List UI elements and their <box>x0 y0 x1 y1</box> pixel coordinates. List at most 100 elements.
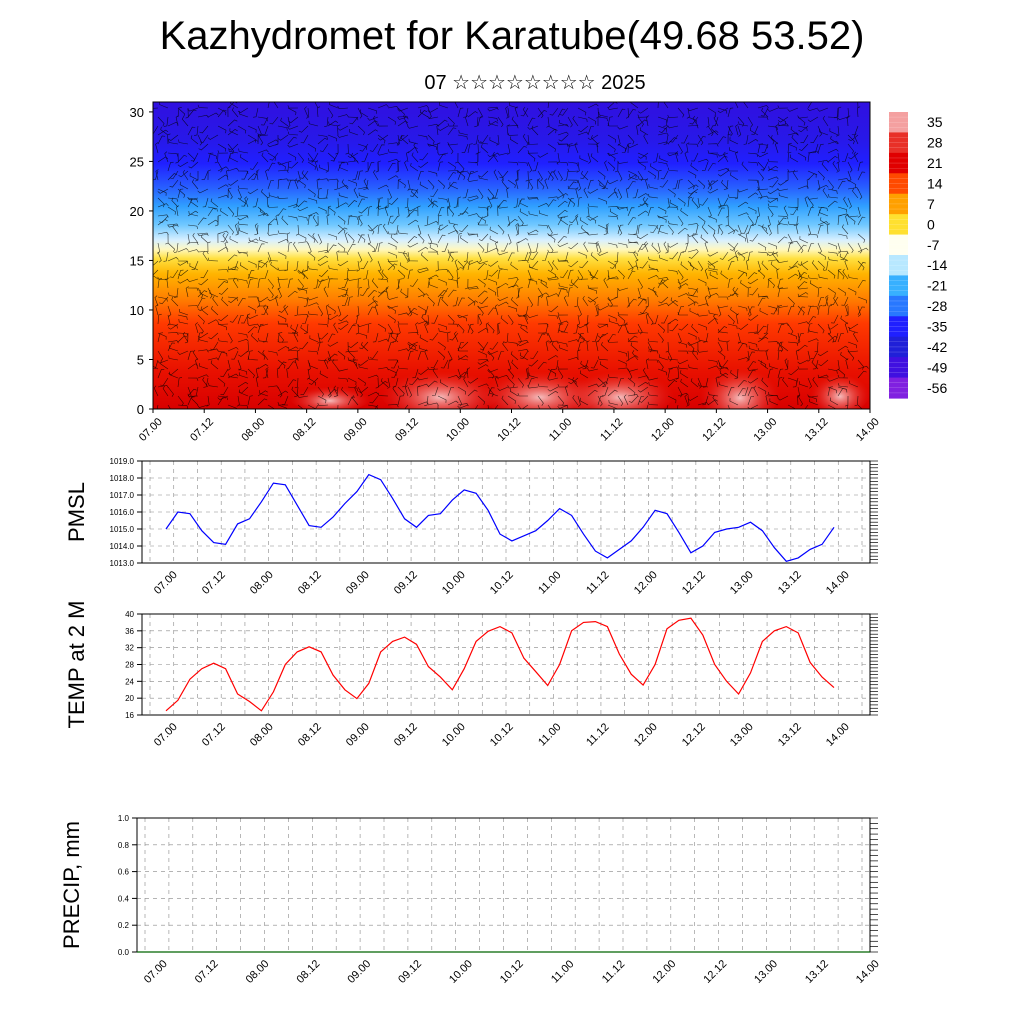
wind-barb <box>721 179 729 190</box>
x-tick-label: 11.00 <box>549 958 576 985</box>
wind-barb <box>580 170 589 179</box>
wind-barb <box>410 188 419 197</box>
wind-barb <box>853 133 859 145</box>
wind-barb <box>407 179 411 191</box>
wind-barb <box>227 404 237 409</box>
wind-barb <box>240 154 249 163</box>
wind-barb <box>734 250 739 262</box>
wind-barb <box>810 350 819 360</box>
x-tick-label: 08.12 <box>296 721 324 749</box>
wind-barb <box>387 260 396 270</box>
wind-barb <box>851 125 859 135</box>
wind-barb <box>797 366 809 370</box>
wind-barb <box>286 367 290 379</box>
wind-barb <box>753 385 759 397</box>
wind-barb <box>777 377 783 388</box>
wind-barb <box>807 316 817 325</box>
wind-barb <box>841 224 849 235</box>
wind-barb <box>167 224 179 228</box>
wind-barb <box>583 241 589 253</box>
wind-barb <box>171 197 179 208</box>
wind-barb <box>447 161 456 170</box>
wind-barb <box>675 151 679 163</box>
wind-barb <box>553 359 559 370</box>
wind-barb <box>267 296 279 302</box>
wind-barb <box>848 274 859 280</box>
wind-barb <box>337 377 348 382</box>
wind-barb <box>587 285 599 289</box>
wind-barb <box>247 134 257 143</box>
wind-barb <box>407 332 419 336</box>
wind-barb <box>487 152 499 158</box>
warm-spots <box>290 362 870 409</box>
wind-barb <box>227 254 238 262</box>
wind-barb <box>254 223 259 235</box>
wind-barb <box>822 115 829 127</box>
x-tick-label: 10.00 <box>440 721 468 749</box>
wind-barb <box>568 260 579 268</box>
wind-barb <box>399 262 409 271</box>
wind-barb <box>437 214 442 226</box>
wind-barb <box>782 377 789 388</box>
wind-barb <box>419 334 429 343</box>
wind-barb <box>488 269 499 277</box>
wind-barb <box>614 161 619 173</box>
wind-barb <box>637 396 645 406</box>
heatmap-x-tick-label: 13.00 <box>751 416 779 444</box>
wind-barb <box>287 242 293 253</box>
wind-barb <box>507 395 516 404</box>
wind-barb <box>519 200 529 208</box>
wind-barb <box>367 107 377 114</box>
heatmap-y-tick-label: 20 <box>130 204 144 219</box>
x-tick-label: 07.00 <box>152 569 180 597</box>
wind-barb <box>438 328 449 334</box>
wind-barb <box>735 151 739 163</box>
wind-barb <box>237 188 242 200</box>
wind-barb <box>288 161 299 169</box>
wind-barb <box>257 323 269 327</box>
wind-barb <box>488 120 499 127</box>
wind-barb <box>497 116 504 128</box>
wind-barb <box>546 116 550 128</box>
wind-barb <box>837 215 842 226</box>
wind-barb <box>701 161 709 171</box>
wind-barb <box>341 386 349 397</box>
wind-barb <box>817 184 829 190</box>
wind-barb <box>658 354 669 361</box>
wind-barb <box>237 250 249 254</box>
wind-barb <box>276 367 281 379</box>
wind-barb <box>489 341 499 350</box>
wind-barb <box>547 196 559 200</box>
wind-barb <box>537 404 540 409</box>
wind-barb <box>820 217 829 226</box>
wind-barb <box>761 224 769 235</box>
wind-barb <box>597 170 606 180</box>
wind-barb <box>650 224 659 233</box>
wind-barb <box>327 278 333 289</box>
wind-barb <box>248 237 259 244</box>
wind-barb <box>836 359 840 371</box>
wind-barb <box>857 404 863 409</box>
wind-barb <box>717 224 723 235</box>
wind-barb <box>797 394 801 406</box>
wind-barb <box>437 234 446 244</box>
wind-barb <box>297 287 308 294</box>
wind-barb <box>527 125 539 130</box>
wind-barb <box>367 242 376 252</box>
wind-barb <box>647 338 659 343</box>
wind-barb <box>727 255 739 262</box>
wind-barb <box>287 160 292 172</box>
wind-barb <box>557 395 565 406</box>
colorbar-swatch <box>889 295 908 317</box>
wind-barb <box>377 278 389 283</box>
wind-barb <box>358 386 369 394</box>
wind-barb <box>277 251 287 260</box>
wind-barb <box>527 314 539 319</box>
wind-barb <box>217 247 229 253</box>
wind-barb <box>574 296 579 308</box>
wind-barb <box>666 404 669 409</box>
y-tick-label: 1013.0 <box>110 559 135 568</box>
wind-barb <box>607 215 619 220</box>
wind-barb <box>547 276 559 280</box>
wind-barb <box>547 355 559 361</box>
